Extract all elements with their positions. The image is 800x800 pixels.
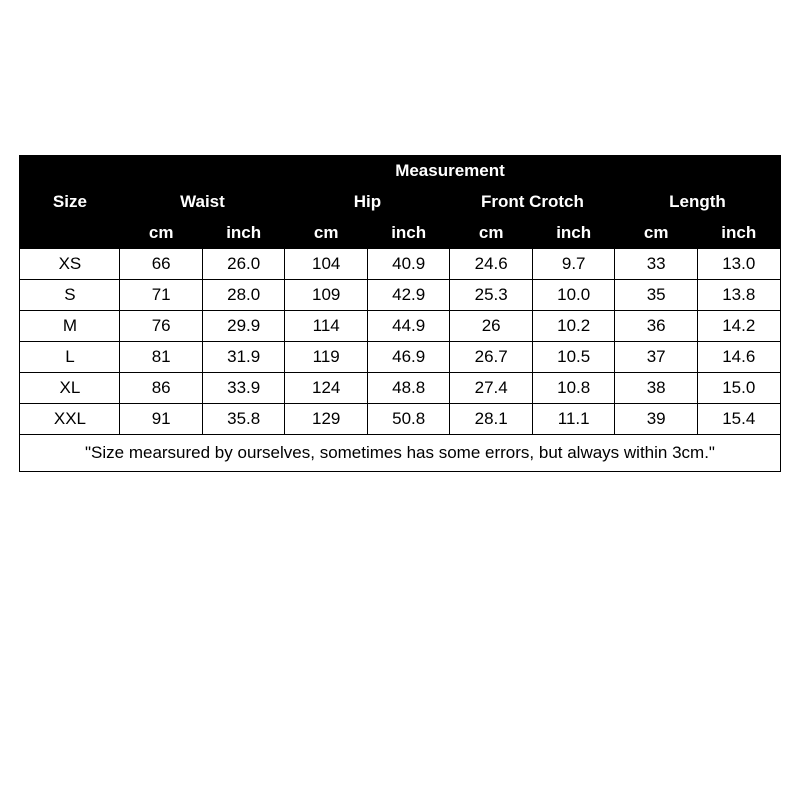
header-unit: cm [285,218,368,249]
cell-value: 91 [120,404,203,435]
cell-value: 27.4 [450,373,533,404]
header-unit: inch [202,218,285,249]
cell-value: 66 [120,249,203,280]
cell-value: 31.9 [202,342,285,373]
cell-value: 9.7 [532,249,615,280]
cell-value: 26.7 [450,342,533,373]
cell-value: 10.5 [532,342,615,373]
cell-value: 38 [615,373,698,404]
cell-value: 35.8 [202,404,285,435]
cell-value: 114 [285,311,368,342]
header-unit: cm [615,218,698,249]
header-group-length: Length [615,187,780,218]
cell-value: 46.9 [367,342,450,373]
header-group-front-crotch: Front Crotch [450,187,615,218]
cell-value: 26 [450,311,533,342]
cell-value: 13.8 [697,280,780,311]
cell-size: XXL [20,404,120,435]
cell-value: 44.9 [367,311,450,342]
cell-value: 35 [615,280,698,311]
header-measurement: Measurement [120,156,780,187]
size-chart-table: Size Measurement Waist Hip Front Crotch … [19,155,780,472]
table-row: XL 86 33.9 124 48.8 27.4 10.8 38 15.0 [20,373,780,404]
cell-value: 76 [120,311,203,342]
table-note: "Size mearsured by ourselves, sometimes … [20,435,780,472]
header-unit: inch [367,218,450,249]
table-row: S 71 28.0 109 42.9 25.3 10.0 35 13.8 [20,280,780,311]
cell-value: 36 [615,311,698,342]
cell-value: 50.8 [367,404,450,435]
cell-value: 29.9 [202,311,285,342]
cell-value: 10.0 [532,280,615,311]
cell-value: 33.9 [202,373,285,404]
header-size: Size [20,156,120,249]
header-group-waist: Waist [120,187,285,218]
cell-size: XS [20,249,120,280]
cell-value: 40.9 [367,249,450,280]
header-unit: inch [532,218,615,249]
table-body: XS 66 26.0 104 40.9 24.6 9.7 33 13.0 S 7… [20,249,780,472]
table-row: M 76 29.9 114 44.9 26 10.2 36 14.2 [20,311,780,342]
cell-value: 15.4 [697,404,780,435]
cell-value: 33 [615,249,698,280]
cell-value: 39 [615,404,698,435]
header-unit: inch [697,218,780,249]
header-unit: cm [450,218,533,249]
cell-value: 71 [120,280,203,311]
cell-value: 37 [615,342,698,373]
cell-value: 13.0 [697,249,780,280]
cell-value: 104 [285,249,368,280]
cell-value: 11.1 [532,404,615,435]
table-row: XXL 91 35.8 129 50.8 28.1 11.1 39 15.4 [20,404,780,435]
cell-value: 48.8 [367,373,450,404]
cell-value: 15.0 [697,373,780,404]
cell-size: L [20,342,120,373]
cell-value: 10.8 [532,373,615,404]
cell-value: 14.2 [697,311,780,342]
header-unit: cm [120,218,203,249]
cell-value: 28.1 [450,404,533,435]
cell-value: 24.6 [450,249,533,280]
cell-value: 10.2 [532,311,615,342]
cell-value: 124 [285,373,368,404]
cell-value: 28.0 [202,280,285,311]
page: Size Measurement Waist Hip Front Crotch … [0,0,800,800]
cell-value: 14.6 [697,342,780,373]
cell-value: 119 [285,342,368,373]
cell-value: 86 [120,373,203,404]
cell-value: 42.9 [367,280,450,311]
cell-value: 26.0 [202,249,285,280]
cell-size: XL [20,373,120,404]
header-group-hip: Hip [285,187,450,218]
cell-value: 129 [285,404,368,435]
cell-size: S [20,280,120,311]
table-header: Size Measurement Waist Hip Front Crotch … [20,156,780,249]
cell-value: 25.3 [450,280,533,311]
cell-value: 109 [285,280,368,311]
cell-value: 81 [120,342,203,373]
table-row: L 81 31.9 119 46.9 26.7 10.5 37 14.6 [20,342,780,373]
table-row: XS 66 26.0 104 40.9 24.6 9.7 33 13.0 [20,249,780,280]
table-note-row: "Size mearsured by ourselves, sometimes … [20,435,780,472]
cell-size: M [20,311,120,342]
